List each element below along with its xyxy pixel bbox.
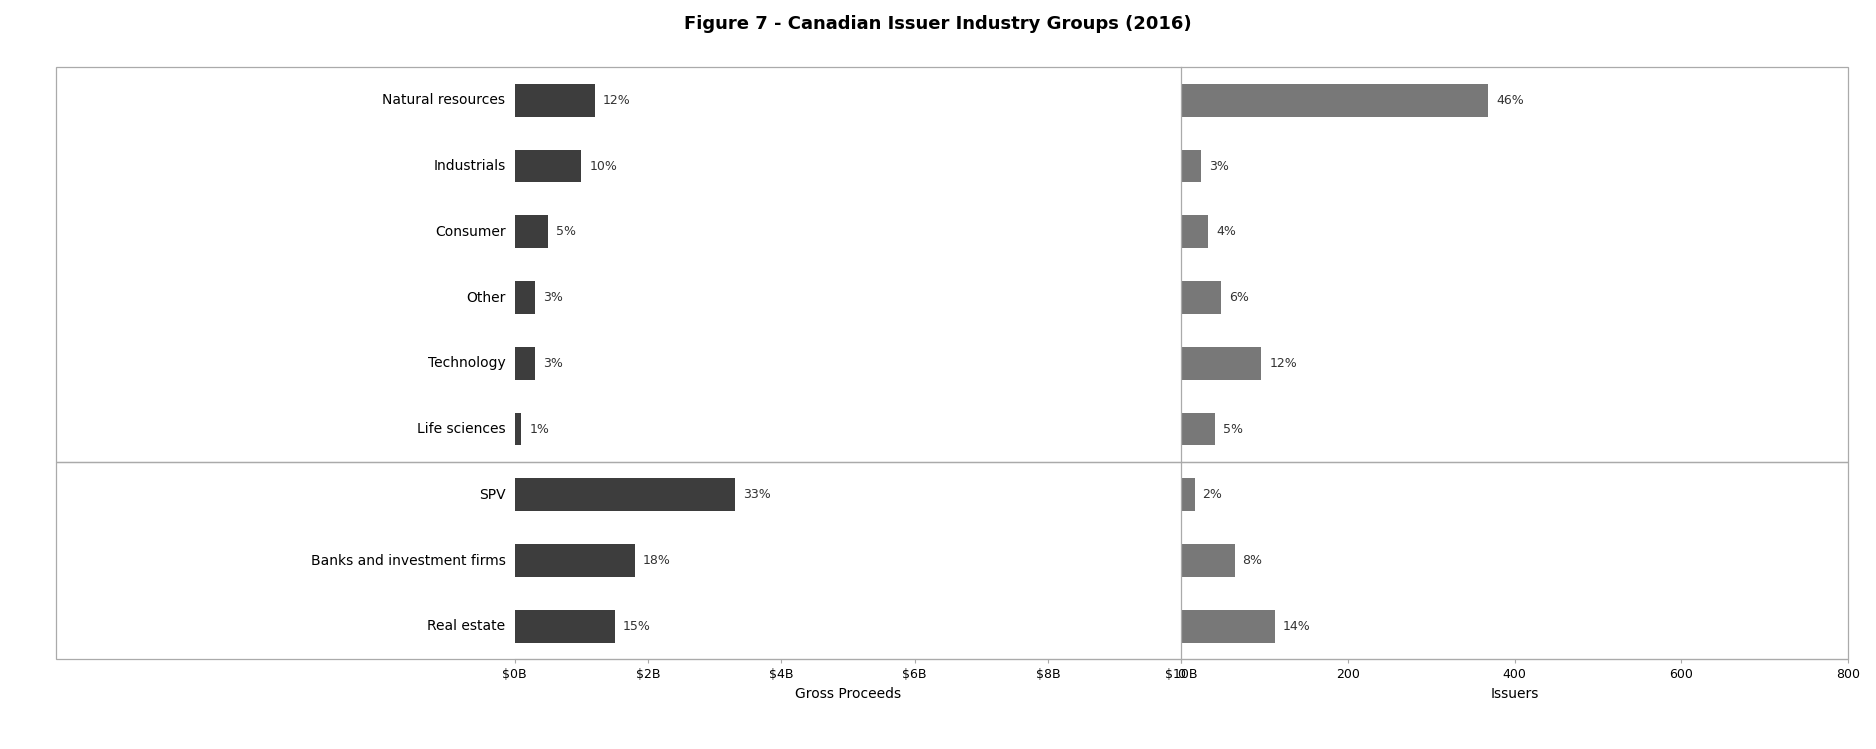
Text: 4%: 4% [1216,225,1236,238]
Text: 3%: 3% [1210,160,1229,172]
Bar [514,610,615,643]
Text: Industrials: Industrials [433,159,505,173]
Bar [1182,610,1274,643]
Bar [1182,544,1234,577]
Text: Other: Other [465,291,505,305]
Text: 18%: 18% [643,554,670,567]
Bar [514,347,535,380]
Text: 5%: 5% [1223,422,1242,435]
Text: 12%: 12% [602,94,630,107]
Bar [1182,216,1208,248]
Text: 3%: 3% [542,291,563,304]
Bar [514,413,522,446]
Text: Technology: Technology [428,357,505,370]
Text: 2%: 2% [1203,488,1223,501]
Text: 10%: 10% [589,160,617,172]
Text: Figure 7 - Canadian Issuer Industry Groups (2016): Figure 7 - Canadian Issuer Industry Grou… [685,15,1191,33]
Bar [514,84,595,117]
Text: 15%: 15% [623,619,651,633]
Text: Real estate: Real estate [428,619,505,633]
Text: 1%: 1% [529,422,550,435]
Bar [1182,413,1214,446]
X-axis label: Issuers: Issuers [1490,687,1538,701]
Bar [1182,150,1201,183]
Text: Consumer: Consumer [435,225,505,239]
Text: SPV: SPV [478,488,505,502]
Text: 46%: 46% [1495,94,1523,107]
Bar [1182,479,1195,512]
Text: 3%: 3% [542,357,563,370]
Bar [1182,281,1221,314]
Bar [514,216,548,248]
Bar [1182,84,1488,117]
Text: 33%: 33% [743,488,771,501]
Bar [1182,347,1261,380]
X-axis label: Gross Proceeds: Gross Proceeds [795,687,900,701]
Text: Natural resources: Natural resources [383,94,505,107]
Text: 14%: 14% [1283,619,1309,633]
Text: 5%: 5% [555,225,576,238]
Text: Banks and investment firms: Banks and investment firms [311,554,505,568]
Text: 6%: 6% [1229,291,1249,304]
Text: Life sciences: Life sciences [416,422,505,436]
Text: 12%: 12% [1270,357,1296,370]
Bar [514,479,735,512]
Bar [514,150,582,183]
Bar [514,281,535,314]
Bar [514,544,634,577]
Text: 8%: 8% [1242,554,1263,567]
